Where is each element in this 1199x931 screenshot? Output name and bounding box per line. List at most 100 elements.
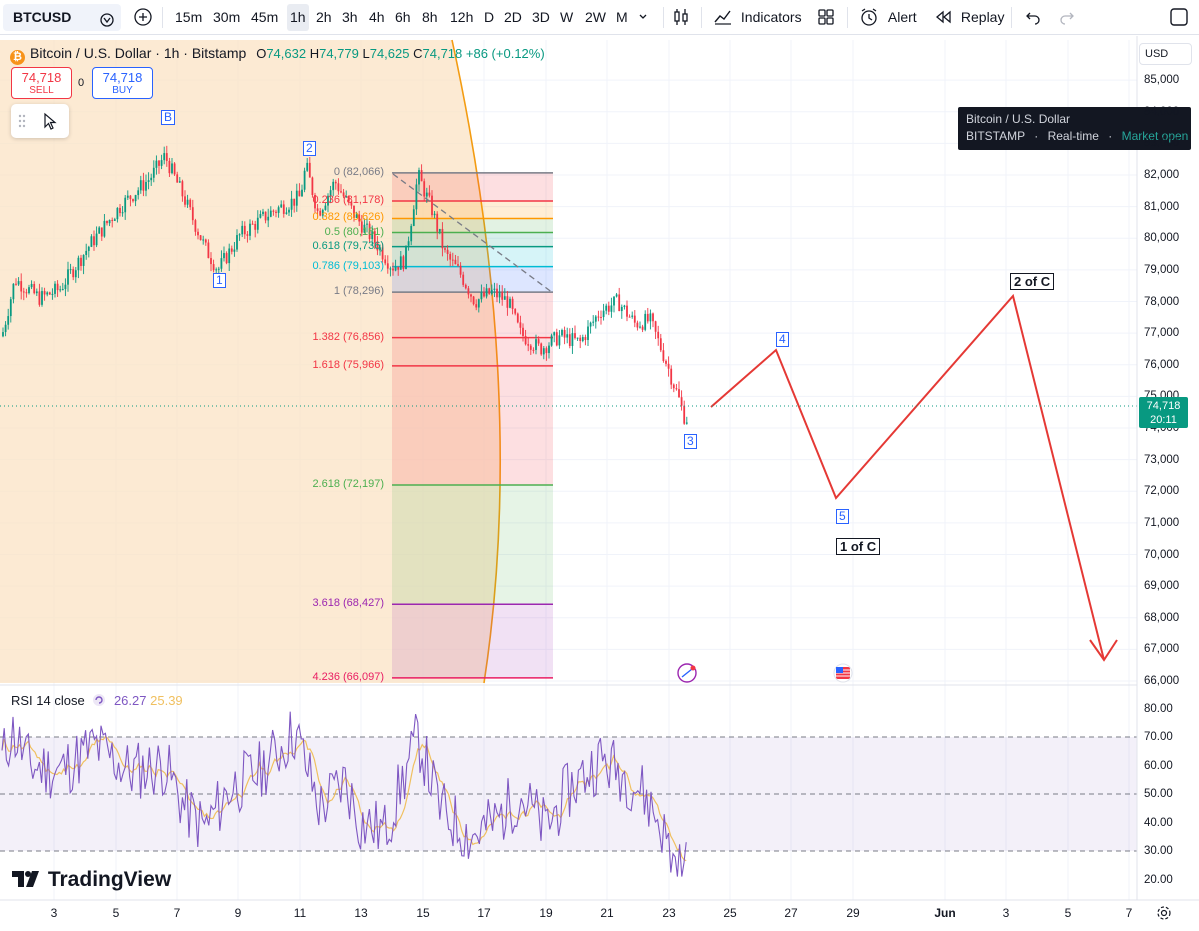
time-scale-label: 19 [539, 906, 553, 920]
rsi-ma-line [1, 735, 687, 862]
candle-body [74, 270, 77, 278]
symbol-search-button[interactable]: BTCUSD [3, 4, 121, 31]
cursor-arrow-icon[interactable] [42, 112, 58, 135]
chart-settings-gear-icon[interactable] [1156, 905, 1172, 926]
symbol-legend[interactable]: ₿ Bitcoin / U.S. Dollar · 1h · Bitstamp O… [10, 44, 545, 65]
buy-button[interactable]: 74,718 BUY [92, 67, 153, 99]
candle-body [672, 384, 675, 389]
wave-label-b[interactable]: B [161, 110, 176, 125]
candle-body [514, 308, 517, 314]
candle-body [134, 195, 137, 202]
candle-body [639, 326, 641, 328]
candle-body [553, 332, 556, 336]
candle-body [519, 322, 522, 328]
candle-body [605, 305, 608, 311]
candle-body [173, 163, 176, 175]
timeframe-1h[interactable]: 1h [287, 4, 309, 31]
rsi-value: 26.27 [113, 693, 147, 708]
candle-body [516, 313, 519, 323]
rsi-name: RSI 14 close [11, 693, 85, 708]
wave-label-1[interactable]: 1 [213, 273, 226, 288]
layouts-grid-icon[interactable] [817, 0, 835, 35]
bar-style-candles-icon[interactable] [672, 0, 690, 35]
candlestick-series [2, 145, 688, 425]
timeframe-2h[interactable]: 2h [316, 9, 332, 25]
candle-body [238, 234, 241, 236]
candle-body [433, 213, 436, 216]
timeframe-2w[interactable]: 2W [585, 9, 606, 25]
candle-body [223, 253, 225, 259]
candle-body [152, 167, 155, 178]
chart-canvas[interactable] [0, 36, 1199, 931]
replay-button[interactable]: Replay [934, 0, 1004, 35]
indicators-button[interactable]: Indicators [713, 0, 802, 35]
wave-label-2-of-c[interactable]: 2 of C [1010, 273, 1055, 290]
alert-button[interactable]: Alert [859, 0, 917, 35]
timeframe-8h[interactable]: 8h [422, 9, 438, 25]
candle-body [464, 284, 467, 289]
timeframe-3d[interactable]: 3D [532, 9, 550, 25]
timeframe-45m[interactable]: 45m [251, 9, 279, 25]
time-scale-label: 5 [112, 906, 120, 920]
compare-symbol-icon[interactable] [99, 10, 115, 37]
price-scale-label: 85,000 [1144, 74, 1180, 87]
redo-icon[interactable] [1058, 0, 1076, 35]
candle-body [246, 234, 249, 236]
candle-body [25, 292, 28, 294]
timeframe-4h[interactable]: 4h [369, 9, 385, 25]
fib-level-label: 2.618 (72,197) [312, 478, 384, 491]
candle-body [54, 283, 56, 294]
price-scale-label: 84,000 [1144, 105, 1180, 118]
undo-icon[interactable] [1024, 0, 1042, 35]
fib-trend-line [392, 173, 554, 294]
event-ideas-icon [677, 663, 697, 683]
candle-body [124, 197, 127, 213]
currency-selector[interactable]: USD [1139, 43, 1192, 65]
fullscreen-window-icon[interactable] [1169, 0, 1189, 35]
wave-label-4[interactable]: 4 [776, 332, 789, 347]
candle-body [436, 213, 439, 232]
price-scale-label: 68,000 [1144, 611, 1180, 624]
timeframe-m[interactable]: M [616, 9, 628, 25]
floating-drawing-toolbar[interactable] [11, 104, 69, 138]
candle-body [194, 220, 197, 232]
timeframe-2d[interactable]: 2D [504, 9, 522, 25]
candle-body [376, 242, 379, 251]
projection-arrowhead [1089, 639, 1118, 662]
rsi-line [1, 711, 687, 877]
candle-body [67, 269, 69, 285]
sell-price: 74,718 [21, 70, 62, 85]
drag-handle-icon[interactable] [18, 113, 26, 134]
candle-body [160, 160, 163, 166]
wave-label-1-of-c[interactable]: 1 of C [836, 538, 881, 555]
candle-body [256, 217, 259, 230]
sell-button[interactable]: 74,718 SELL [11, 67, 72, 99]
timeframe-w[interactable]: W [560, 9, 574, 25]
economic-event-flag-icon [833, 663, 853, 683]
candle-body [147, 180, 150, 182]
timeframe-15m[interactable]: 15m [175, 9, 203, 25]
wave-label-5[interactable]: 5 [836, 509, 849, 524]
candle-body [236, 235, 238, 250]
candle-body [181, 181, 184, 197]
timeframe-d[interactable]: D [484, 9, 495, 25]
timeframe-12h[interactable]: 12h [450, 9, 474, 25]
bar-countdown: 20:11 [1150, 414, 1177, 426]
candle-body [488, 288, 491, 294]
add-symbol-icon[interactable] [133, 0, 153, 35]
candle-body [615, 294, 618, 297]
rsi-legend[interactable]: RSI 14 close 26.27 25.39 [11, 693, 183, 709]
timeframe-30m[interactable]: 30m [213, 9, 241, 25]
rsi-loading-icon[interactable] [92, 693, 110, 708]
tradingview-logo[interactable]: TradingView [12, 868, 171, 892]
timeframe-dropdown-icon[interactable] [637, 0, 649, 35]
wave-label-3[interactable]: 3 [684, 434, 697, 449]
timeframe-3h[interactable]: 3h [342, 9, 358, 25]
highlight-arc-line [451, 39, 501, 684]
close-label: C [413, 46, 423, 61]
timeframe-6h[interactable]: 6h [395, 9, 411, 25]
wave-label-2[interactable]: 2 [303, 141, 316, 156]
tooltip-exchange: BITSTAMP [966, 129, 1025, 143]
candle-body [290, 198, 293, 210]
candle-body [262, 211, 264, 215]
